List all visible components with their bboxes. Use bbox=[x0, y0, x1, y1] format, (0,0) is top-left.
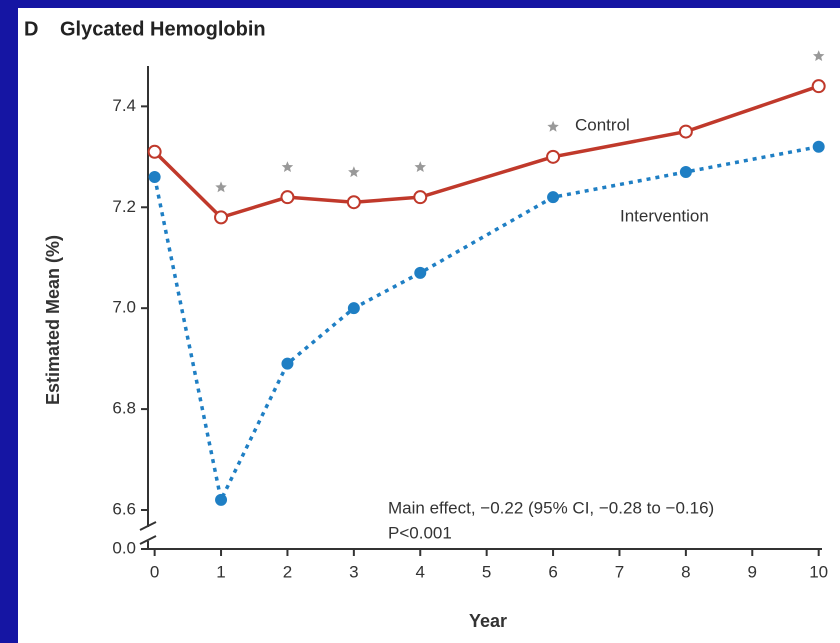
data-point bbox=[215, 493, 228, 506]
data-point bbox=[547, 191, 560, 204]
significance-star bbox=[348, 166, 360, 178]
data-point bbox=[281, 357, 294, 370]
y-axis-label: Estimated Mean (%) bbox=[43, 235, 63, 405]
significance-star bbox=[281, 161, 294, 172]
x-tick-label: 6 bbox=[548, 562, 557, 581]
y-tick-label: 7.2 bbox=[112, 197, 136, 216]
data-point bbox=[148, 171, 161, 183]
data-point bbox=[280, 190, 295, 205]
y-tick-label: 6.8 bbox=[112, 399, 136, 418]
series-line bbox=[153, 84, 820, 220]
annotation: P<0.001 bbox=[388, 523, 452, 542]
y-tick-label: 0.0 bbox=[112, 538, 136, 557]
x-tick-label: 8 bbox=[681, 562, 690, 581]
x-tick-label: 9 bbox=[748, 562, 757, 581]
chart-title: Glycated Hemoglobin bbox=[60, 18, 266, 40]
significance-star bbox=[813, 50, 825, 61]
x-tick-label: 4 bbox=[416, 562, 425, 581]
data-point bbox=[811, 79, 826, 94]
data-point bbox=[347, 302, 360, 315]
significance-star bbox=[215, 181, 227, 193]
data-point bbox=[413, 190, 428, 205]
panel-letter: D bbox=[24, 18, 38, 40]
significance-star bbox=[547, 120, 559, 132]
x-tick-label: 0 bbox=[150, 562, 159, 581]
x-tick-label: 1 bbox=[216, 562, 225, 581]
x-tick-label: 2 bbox=[283, 562, 292, 581]
data-point bbox=[214, 210, 229, 225]
data-point bbox=[546, 149, 561, 164]
x-tick-label: 7 bbox=[615, 562, 624, 581]
data-point bbox=[678, 124, 693, 139]
series-line bbox=[152, 145, 820, 506]
y-tick-label: 6.6 bbox=[112, 499, 136, 518]
series-label: Intervention bbox=[620, 206, 709, 225]
data-point bbox=[812, 140, 825, 153]
data-point bbox=[346, 195, 361, 210]
annotation: Main effect, −0.22 (95% CI, −0.28 to −0.… bbox=[388, 498, 714, 517]
data-point bbox=[679, 165, 692, 178]
significance-star bbox=[414, 161, 426, 172]
data-point bbox=[414, 266, 427, 279]
series-label: Control bbox=[575, 115, 630, 134]
axis-break bbox=[139, 521, 157, 545]
x-tick-label: 5 bbox=[482, 562, 491, 581]
panel bbox=[18, 8, 840, 643]
data-point bbox=[147, 144, 162, 159]
y-tick-label: 7.4 bbox=[112, 96, 136, 115]
x-tick-label: 10 bbox=[809, 562, 828, 581]
x-axis-label: Year bbox=[469, 611, 507, 631]
x-tick-label: 3 bbox=[349, 562, 358, 581]
y-tick-label: 7.0 bbox=[112, 298, 136, 317]
